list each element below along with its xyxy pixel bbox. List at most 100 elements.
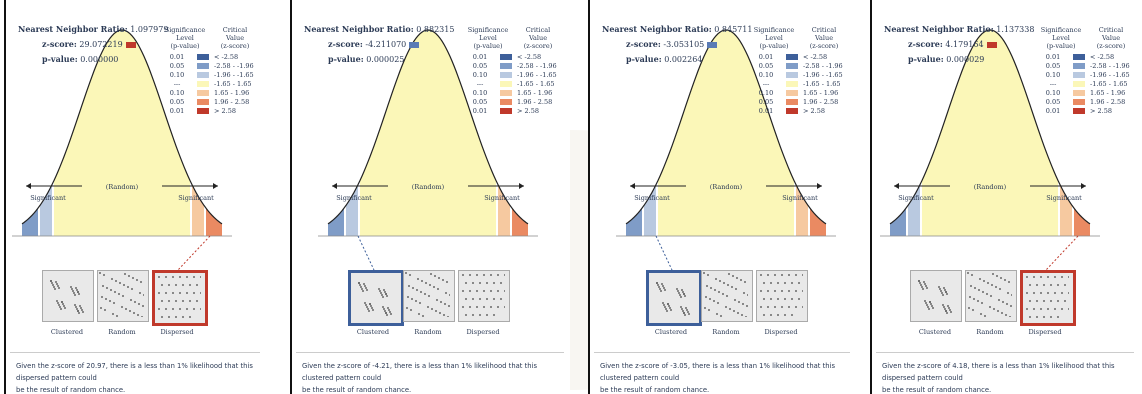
thumbnail-label-clustered: Clustered (50, 328, 84, 336)
ratio-label: Nearest Neighbor Ratio: (884, 24, 994, 34)
legend-sig-value: 0.01 (1045, 52, 1061, 61)
point-pattern (158, 276, 201, 318)
legend-sig-value: 0.01 (472, 106, 488, 115)
curve-outline (327, 29, 529, 225)
legend-row: 0.05 -2.58 - -1.96 (751, 61, 845, 70)
ratio-label: Nearest Neighbor Ratio: (304, 24, 414, 34)
legend-swatch (786, 53, 798, 60)
legend-cv-value: 1.65 - 1.96 (803, 88, 839, 97)
panel-4: (Random) Significant Significant Nearest N… (870, 0, 1140, 394)
legend-cv-value: 1.65 - 1.96 (1090, 88, 1126, 97)
caption-line-2: be the result of random chance. (882, 386, 992, 394)
p-value-value: 0.002264 (664, 55, 703, 64)
legend-sig-value: 0.01 (758, 52, 774, 61)
ratio-value: 0.845711 (714, 25, 753, 34)
legend-row: 0.10 -1.96 - -1.65 (162, 70, 256, 79)
legend-sig-value: 0.10 (1045, 70, 1061, 79)
z-score-swatch (986, 42, 997, 48)
legend-cv-value: -2.58 - -1.96 (214, 61, 254, 70)
legend-sig-header: Significance Level (1040, 26, 1082, 42)
selection-connector (655, 235, 673, 270)
caption-line-2: be the result of random chance. (302, 386, 412, 394)
point-pattern (656, 282, 690, 316)
thumbnail-dispersed (458, 270, 510, 322)
band-random (54, 30, 190, 236)
legend-sig-value: --- (762, 79, 770, 88)
point-pattern (1026, 276, 1069, 318)
selection-connector (1045, 235, 1079, 270)
legend-swatch (500, 107, 512, 114)
thumbnail-dispersed (756, 270, 808, 322)
legend-swatch (1073, 89, 1085, 96)
legend-cv-value: > 2.58 (517, 106, 539, 115)
thumbnail-random (97, 270, 149, 322)
legend-cv-value: -1.65 - 1.65 (1090, 79, 1128, 88)
thumbnail-label-random: Random (414, 328, 442, 336)
z-score-swatch (707, 42, 718, 48)
p-value-label: p-value: (42, 54, 78, 64)
legend-row: 0.01 > 2.58 (162, 106, 256, 115)
legend-swatch (1073, 62, 1085, 69)
legend-sig-value: 0.05 (1045, 97, 1061, 106)
legend-cv-value: -2.58 - -1.96 (517, 61, 557, 70)
legend-cv-subheader: (z-score) (809, 42, 839, 50)
legend-row: --- -1.65 - 1.65 (1038, 79, 1132, 88)
caption-line-1: Given the z-score of 20.97, there is a l… (16, 362, 253, 382)
legend-swatch (1073, 53, 1085, 60)
legend-cv-value: < -2.58 (517, 52, 542, 61)
legend-cv-subheader: (z-score) (523, 42, 553, 50)
legend-row: 0.10 -1.96 - -1.65 (1038, 70, 1132, 79)
thumbnail-label-dispersed: Dispersed (764, 328, 798, 336)
legend-cv-subheader: (z-score) (1096, 42, 1126, 50)
legend-row: 0.01 < -2.58 (751, 52, 845, 61)
p-value-value: 0.000029 (946, 55, 985, 64)
stats-block: Nearest Neighbor Ratio: 0.845711 z-score… (602, 22, 752, 67)
point-pattern (462, 274, 505, 316)
legend-swatch (1073, 71, 1085, 78)
caption-line-1: Given the z-score of -3.05, there is a l… (600, 362, 836, 382)
left-arrowhead (332, 183, 337, 189)
legend-cv-value: 1.65 - 1.96 (214, 88, 250, 97)
thumbnail-label-clustered: Clustered (918, 328, 952, 336)
significant-left-label: Significant (30, 194, 66, 202)
legend-row: 0.05 -2.58 - -1.96 (465, 61, 559, 70)
caption-line-1: Given the z-score of 4.18, there is a le… (882, 362, 1115, 382)
z-score-value: 4.179164 (945, 40, 984, 49)
thumbnail-clustered (910, 270, 962, 322)
legend-cv-value: -1.65 - 1.65 (517, 79, 555, 88)
legend-cv-value: -1.96 - -1.65 (1090, 70, 1130, 79)
legend-sig-value: 0.05 (169, 61, 185, 70)
legend-sig-value: 0.10 (472, 70, 488, 79)
legend-sig-subheader: (p-value) (473, 42, 503, 50)
thumbnail-random (701, 270, 753, 322)
curve-outline (889, 29, 1091, 225)
legend-row: 0.01 > 2.58 (1038, 106, 1132, 115)
random-label: (Random) (106, 183, 139, 191)
legend-swatch (500, 89, 512, 96)
panel-border-left (290, 0, 292, 394)
random-label: (Random) (412, 183, 445, 191)
interpretation-caption: Given the z-score of -3.05, there is a l… (600, 360, 856, 394)
thumbnail-clustered (348, 270, 404, 326)
selection-connector (357, 235, 375, 270)
p-value-label: p-value: (626, 54, 662, 64)
band-dispersed-95 (810, 208, 826, 236)
panel-border-left (588, 0, 590, 394)
legend-row: 0.10 1.65 - 1.96 (751, 88, 845, 97)
legend-sig-value: 0.01 (758, 106, 774, 115)
divider (10, 352, 260, 353)
legend-cv-value: > 2.58 (803, 106, 825, 115)
thumbnail-random (403, 270, 455, 322)
band-clustered-95 (626, 208, 642, 236)
legend-cv-value: -2.58 - -1.96 (803, 61, 843, 70)
legend-cv-value: -1.65 - 1.65 (214, 79, 252, 88)
legend-cv-value: < -2.58 (803, 52, 828, 61)
legend: Significance Level (p-value) Critical Val… (465, 26, 559, 115)
legend-swatch (786, 80, 798, 87)
legend-row: 0.10 1.65 - 1.96 (162, 88, 256, 97)
significant-left-label: Significant (336, 194, 372, 202)
legend-cv-value: 1.96 - 2.58 (517, 97, 553, 106)
legend-sig-header: Significance Level (753, 26, 795, 42)
legend-swatch (197, 71, 209, 78)
legend-cv-subheader: (z-score) (220, 42, 250, 50)
